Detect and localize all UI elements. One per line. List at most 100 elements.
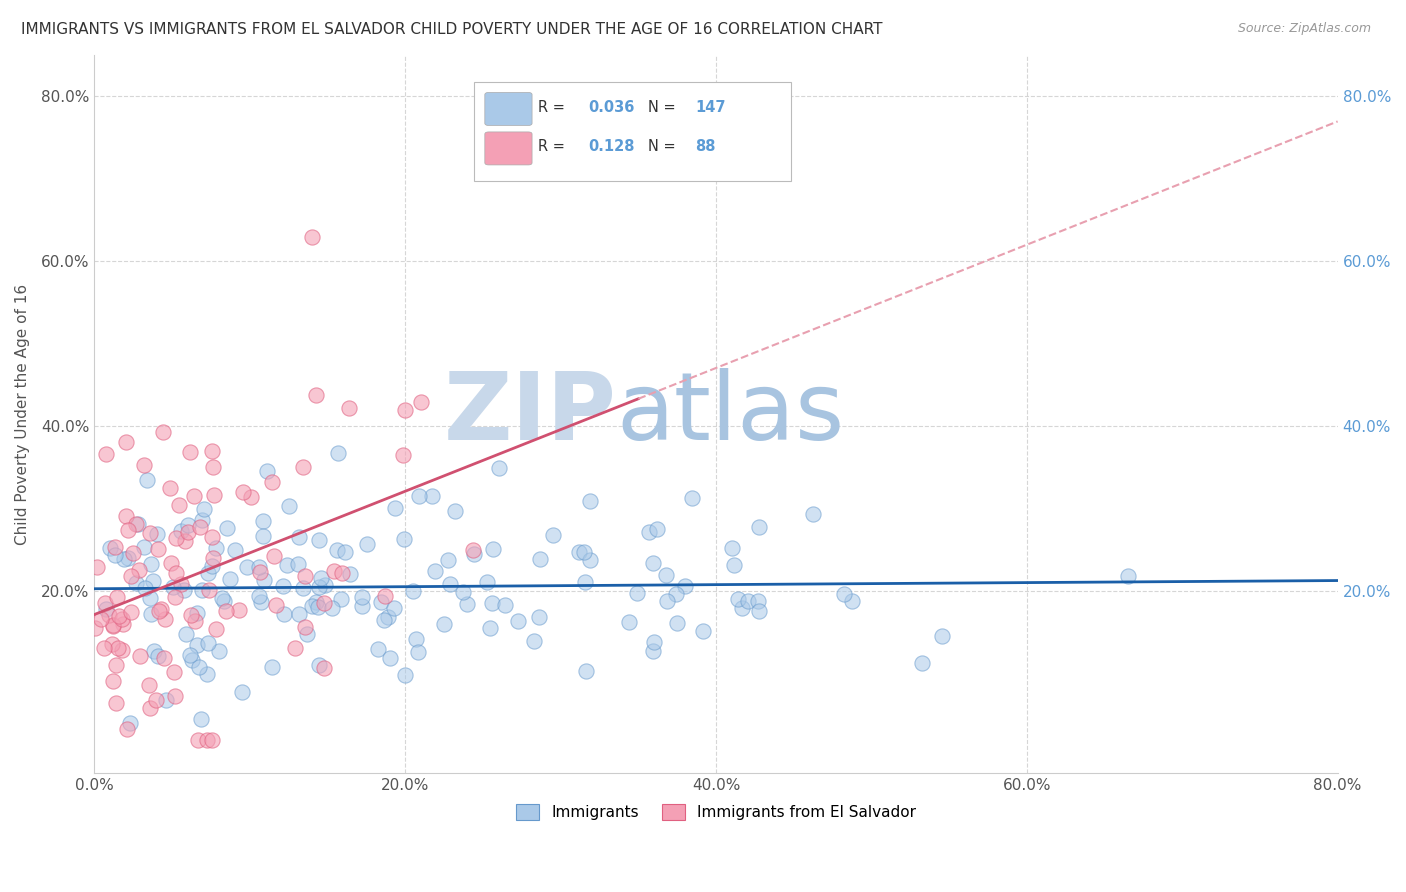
Point	[184, 614, 207, 628]
Point	[139, 558, 162, 572]
Point	[174, 534, 197, 549]
Point	[721, 541, 744, 556]
Point	[160, 557, 183, 571]
Point	[374, 590, 396, 604]
Point	[326, 446, 349, 460]
Point	[252, 574, 274, 588]
Point	[461, 542, 484, 557]
Point	[271, 579, 294, 593]
Point	[645, 522, 668, 536]
Point	[384, 501, 406, 516]
Point	[294, 620, 316, 634]
Point	[101, 673, 124, 688]
Point	[177, 517, 200, 532]
Point	[568, 545, 591, 559]
Point	[201, 530, 224, 544]
Point	[321, 601, 343, 615]
Point	[681, 491, 703, 505]
Point	[197, 582, 219, 597]
Point	[177, 524, 200, 539]
Point	[432, 616, 454, 631]
Point	[232, 484, 254, 499]
Point	[264, 598, 287, 612]
Point	[1116, 569, 1139, 583]
Point	[159, 481, 181, 495]
Point	[195, 732, 218, 747]
Text: 88: 88	[695, 139, 716, 154]
Point	[163, 665, 186, 679]
Point	[723, 558, 745, 572]
Point	[292, 581, 315, 595]
Point	[378, 651, 401, 665]
Point	[262, 659, 284, 673]
Point	[215, 521, 238, 535]
Point	[312, 596, 335, 610]
Point	[139, 591, 162, 606]
Point	[673, 580, 696, 594]
Point	[373, 613, 395, 627]
Point	[180, 653, 202, 667]
Point	[394, 667, 416, 681]
Point	[527, 610, 550, 624]
Point	[201, 558, 224, 573]
Point	[309, 571, 332, 585]
Text: IMMIGRANTS VS IMMIGRANTS FROM EL SALVADOR CHILD POVERTY UNDER THE AGE OF 16 CORR: IMMIGRANTS VS IMMIGRANTS FROM EL SALVADO…	[21, 22, 883, 37]
Point	[90, 612, 112, 626]
Point	[202, 488, 225, 502]
Point	[103, 619, 125, 633]
Point	[287, 557, 309, 571]
Point	[101, 637, 124, 651]
Text: 0.036: 0.036	[588, 100, 634, 115]
Point	[118, 716, 141, 731]
Point	[179, 444, 201, 458]
Point	[152, 425, 174, 440]
Point	[314, 578, 336, 592]
Point	[482, 542, 505, 557]
Point	[308, 581, 330, 595]
Point	[405, 632, 427, 646]
Point	[541, 528, 564, 542]
Point	[451, 585, 474, 599]
Point	[284, 640, 307, 655]
Point	[195, 666, 218, 681]
Point	[333, 545, 356, 559]
Point	[329, 592, 352, 607]
Point	[463, 547, 485, 561]
Point	[231, 685, 253, 699]
Point	[134, 581, 156, 595]
Point	[572, 545, 595, 559]
Point	[197, 566, 219, 581]
Point	[108, 609, 131, 624]
Point	[626, 586, 648, 600]
Point	[86, 560, 108, 574]
Point	[128, 517, 150, 532]
Point	[475, 574, 498, 589]
Point	[304, 595, 326, 609]
Point	[367, 642, 389, 657]
Point	[692, 624, 714, 638]
Point	[201, 732, 224, 747]
FancyBboxPatch shape	[485, 132, 531, 165]
Point	[444, 504, 467, 518]
Point	[201, 550, 224, 565]
Point	[190, 582, 212, 597]
Point	[98, 541, 121, 556]
Point	[146, 542, 169, 557]
Point	[301, 599, 323, 613]
Point	[165, 566, 187, 581]
Point	[352, 599, 374, 614]
Point	[356, 537, 378, 551]
Point	[301, 229, 323, 244]
Point	[215, 604, 238, 618]
Point	[128, 563, 150, 577]
Point	[665, 587, 688, 601]
Point	[314, 661, 336, 675]
Point	[423, 564, 446, 578]
Point	[186, 638, 208, 652]
Point	[291, 459, 314, 474]
Point	[183, 490, 205, 504]
Point	[138, 677, 160, 691]
Point	[437, 553, 460, 567]
Point	[305, 388, 328, 402]
Point	[201, 460, 224, 475]
